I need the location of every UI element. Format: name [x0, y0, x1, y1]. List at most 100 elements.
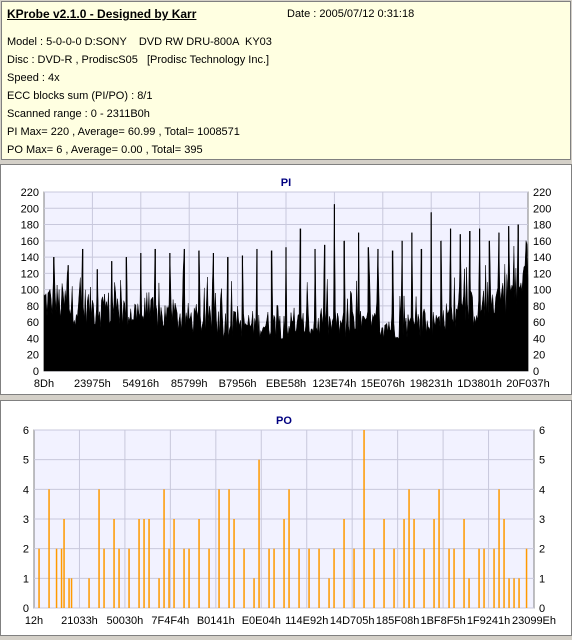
chart-title: PI	[281, 177, 291, 189]
y-tick-label-right: 60	[533, 317, 545, 329]
x-tick-label: B7956h	[219, 378, 257, 390]
po-bar	[448, 548, 450, 608]
po-bar	[438, 489, 440, 608]
y-tick-label-right: 4	[539, 484, 545, 496]
y-tick-label-left: 140	[21, 252, 39, 264]
x-tick-label: 1D3801h	[457, 378, 502, 390]
y-tick-label-left: 180	[21, 220, 39, 232]
x-tick-label: 54916h	[122, 378, 159, 390]
y-tick-label-right: 0	[533, 366, 539, 378]
speed-line: Speed : 4x	[7, 72, 60, 84]
po-stats-line: PO Max= 6 , Average= 0.00 , Total= 395	[7, 144, 203, 156]
po-bar	[508, 578, 510, 608]
po-bar	[163, 489, 165, 608]
po-bar	[478, 548, 480, 608]
y-tick-label-right: 140	[533, 252, 551, 264]
po-bar	[318, 548, 320, 608]
y-tick-label-left: 120	[21, 268, 39, 280]
y-tick-label-right: 40	[533, 333, 545, 345]
po-bar	[513, 578, 515, 608]
x-tick-label: 123E74h	[312, 378, 356, 390]
model-line: Model : 5-0-0-0 D:SONY DVD RW DRU-800A K…	[7, 36, 272, 48]
y-tick-label-right: 2	[539, 544, 545, 556]
x-tick-label: 114E92h	[285, 615, 328, 627]
y-tick-label-left: 2	[23, 544, 29, 556]
po-bar	[413, 519, 415, 608]
y-tick-label-right: 180	[533, 220, 551, 232]
y-tick-label-left: 5	[23, 455, 29, 467]
po-bar	[308, 548, 310, 608]
y-tick-label-right: 80	[533, 301, 545, 313]
info-panel: KProbe v2.1.0 - Designed by Karr Date : …	[1, 1, 571, 160]
po-bar	[98, 489, 100, 608]
pi-chart: PI 0 0 20 20 40 40 60 60 80 80 100 100 120 120 140 140 16…	[21, 177, 552, 390]
y-tick-label-right: 160	[533, 236, 551, 248]
x-tick-label: 85799h	[171, 378, 208, 390]
po-bar	[273, 548, 275, 608]
ecc-line: ECC blocks sum (PI/PO) : 8/1	[7, 90, 153, 102]
po-bar	[198, 519, 200, 608]
y-tick-label-right: 3	[539, 514, 545, 526]
y-tick-label-left: 1	[23, 573, 29, 585]
scan-date: Date : 2005/07/12 0:31:18	[287, 8, 415, 20]
po-bar	[363, 430, 365, 608]
po-bar	[183, 548, 185, 608]
x-tick-label: 12h	[25, 615, 43, 627]
po-bar	[403, 519, 405, 608]
x-tick-label: B0141h	[197, 615, 235, 627]
po-bar	[138, 519, 140, 608]
po-bar	[118, 548, 120, 608]
po-bar	[148, 519, 150, 608]
pi-chart-panel: PI 0 0 20 20 40 40 60 60 80 80 100 100 120 120 140 140 16…	[0, 164, 572, 395]
po-bar	[283, 519, 285, 608]
po-bar	[483, 548, 485, 608]
x-tick-label: 8Dh	[34, 378, 54, 390]
po-bar	[343, 519, 345, 608]
x-tick-label: 20F037h	[506, 378, 549, 390]
po-bar	[38, 548, 40, 608]
po-bar	[188, 548, 190, 608]
po-bar	[373, 548, 375, 608]
po-bar	[383, 519, 385, 608]
po-bar	[233, 519, 235, 608]
po-bar	[173, 519, 175, 608]
po-bar	[493, 548, 495, 608]
y-tick-label-left: 0	[33, 366, 39, 378]
po-bar	[298, 548, 300, 608]
x-tick-label: 198231h	[410, 378, 453, 390]
po-bar	[55, 548, 58, 608]
x-tick-label: 1BF8F5h	[420, 615, 465, 627]
po-bar	[433, 519, 435, 608]
y-tick-label-right: 5	[539, 455, 545, 467]
x-tick-label: 23099Eh	[512, 615, 556, 627]
chart-title: PO	[276, 415, 292, 427]
x-tick-label: 50030h	[107, 615, 144, 627]
po-bar	[228, 489, 230, 608]
po-bar	[423, 548, 425, 608]
po-bar	[333, 548, 335, 608]
po-bar	[393, 548, 395, 608]
po-bar	[48, 489, 50, 608]
po-chart-panel: PO 0 0 1 1 2 2 3 3 4 4 5 5 6 6 12h 21033h 50030h 7F4F4h B01…	[0, 400, 572, 636]
x-tick-label: 1F9241h	[467, 615, 510, 627]
y-tick-label-right: 120	[533, 268, 551, 280]
po-bar	[525, 548, 528, 608]
po-bar	[288, 489, 290, 608]
pi-stats-line: PI Max= 220 , Average= 60.99 , Total= 10…	[7, 126, 240, 138]
po-bar	[113, 519, 115, 608]
po-bar	[143, 519, 145, 608]
y-tick-label-left: 100	[21, 285, 39, 297]
po-bar	[128, 548, 130, 608]
po-bar	[158, 578, 160, 608]
po-bar	[88, 578, 90, 608]
disc-line: Disc : DVD-R , ProdiscS05 [Prodisc Techn…	[7, 54, 270, 66]
po-bar	[453, 548, 455, 608]
y-tick-label-left: 4	[23, 484, 29, 496]
y-tick-label-left: 60	[27, 317, 39, 329]
po-bar	[168, 548, 170, 608]
app-title: KProbe v2.1.0 - Designed by Karr	[7, 7, 197, 21]
po-bar	[60, 548, 63, 608]
y-tick-label-right: 20	[533, 350, 545, 362]
x-tick-label: 15E076h	[361, 378, 405, 390]
x-tick-label: E0E04h	[242, 615, 281, 627]
